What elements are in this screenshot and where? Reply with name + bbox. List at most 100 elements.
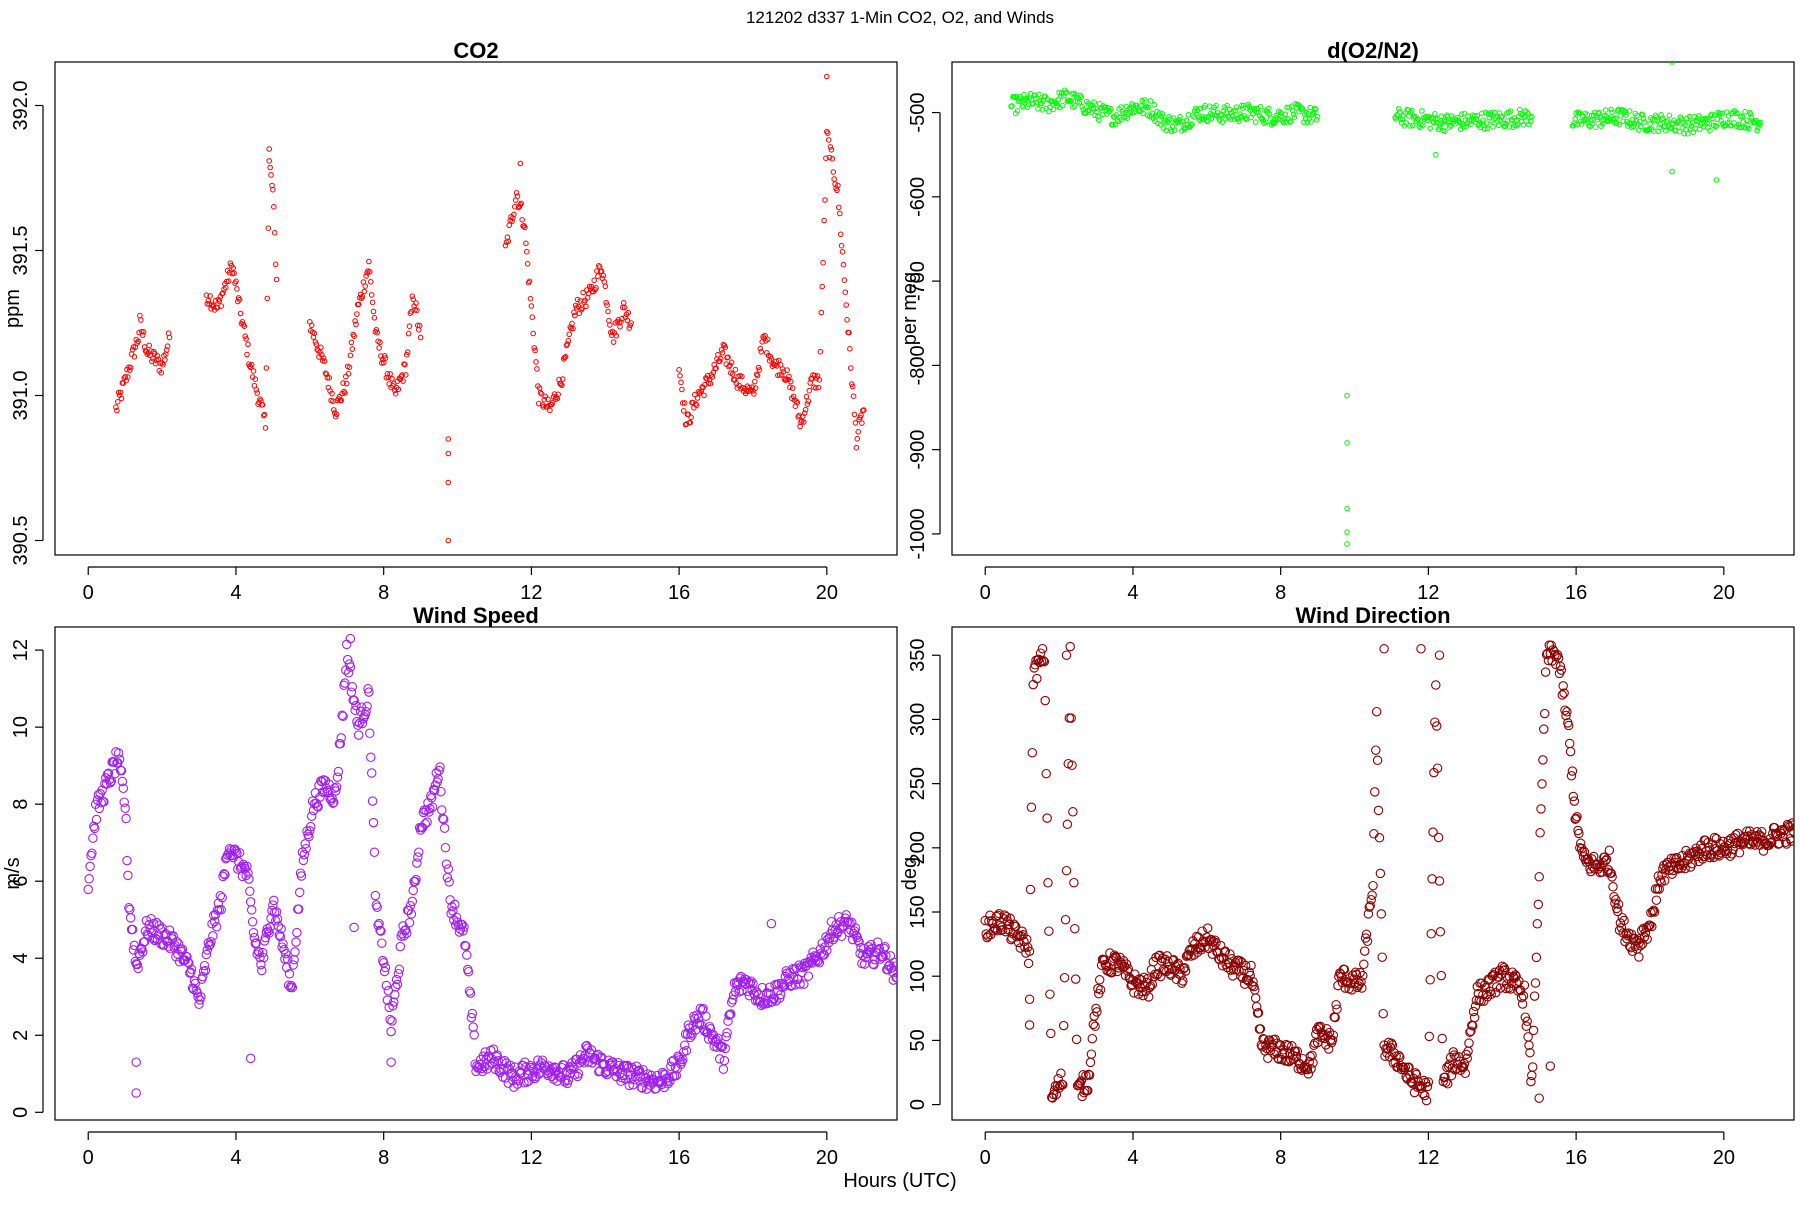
data-point bbox=[385, 1014, 395, 1025]
data-point bbox=[1459, 1058, 1470, 1069]
data-point bbox=[291, 937, 301, 947]
data-point bbox=[1180, 118, 1186, 125]
data-point bbox=[527, 295, 534, 302]
data-point bbox=[600, 1068, 611, 1078]
data-point bbox=[368, 292, 375, 298]
data-point bbox=[343, 380, 350, 387]
data-point bbox=[849, 381, 855, 387]
data-point bbox=[1017, 926, 1027, 937]
data-point bbox=[1606, 868, 1616, 879]
data-point bbox=[468, 1022, 478, 1032]
data-point bbox=[89, 823, 100, 834]
data-point bbox=[119, 797, 129, 807]
data-point bbox=[252, 376, 259, 383]
data-point bbox=[1676, 128, 1683, 135]
data-point bbox=[1493, 972, 1504, 983]
data-point bbox=[518, 200, 525, 207]
data-point bbox=[1092, 1007, 1102, 1017]
data-point bbox=[160, 361, 166, 368]
data-point bbox=[267, 164, 273, 171]
data-point bbox=[1063, 89, 1070, 96]
data-point bbox=[502, 242, 509, 249]
data-point bbox=[324, 375, 331, 381]
data-point bbox=[511, 211, 517, 218]
data-point bbox=[854, 937, 864, 947]
data-point bbox=[1258, 1033, 1268, 1044]
data-point bbox=[403, 372, 409, 378]
data-point bbox=[428, 785, 439, 795]
data-point bbox=[1566, 771, 1577, 781]
data-point bbox=[566, 331, 573, 338]
x-tick-label: 20 bbox=[816, 582, 838, 604]
y-axis-label: ppm bbox=[2, 289, 24, 328]
data-point bbox=[1748, 114, 1755, 121]
data-point bbox=[271, 230, 278, 236]
data-point bbox=[1076, 99, 1083, 106]
data-point bbox=[1088, 109, 1095, 116]
data-point bbox=[242, 861, 252, 872]
y-tick-label: -600 bbox=[907, 177, 929, 217]
data-point bbox=[1028, 679, 1038, 690]
data-point bbox=[526, 1062, 537, 1073]
data-point bbox=[1400, 1062, 1411, 1072]
plot-frame bbox=[54, 626, 898, 1121]
data-point bbox=[639, 1077, 649, 1088]
data-point bbox=[1312, 105, 1318, 112]
data-point bbox=[1365, 901, 1375, 911]
data-point bbox=[1693, 851, 1703, 862]
data-point bbox=[1491, 982, 1502, 992]
y-tick-label: 390.5 bbox=[10, 515, 32, 565]
data-point bbox=[571, 309, 577, 316]
data-point bbox=[755, 364, 762, 371]
data-point bbox=[1432, 763, 1443, 773]
panel-3: Wind Speed 0 4 8 12 16 20 0 2 4 6 8 10 12 m/s bbox=[2, 603, 898, 1169]
x-tick-label: 20 bbox=[816, 1147, 838, 1169]
data-point bbox=[387, 371, 393, 377]
data-point bbox=[1460, 124, 1467, 130]
data-point bbox=[479, 1061, 490, 1072]
data-point bbox=[1521, 113, 1528, 120]
data-point bbox=[1556, 665, 1567, 675]
data-point bbox=[851, 930, 862, 941]
data-point bbox=[1096, 960, 1107, 970]
data-point bbox=[1747, 111, 1754, 117]
data-point bbox=[1739, 113, 1746, 120]
data-point bbox=[328, 798, 338, 808]
data-point bbox=[288, 960, 298, 970]
data-point bbox=[1421, 1095, 1432, 1106]
data-point bbox=[1070, 923, 1080, 934]
data-point bbox=[353, 720, 363, 730]
data-point bbox=[245, 897, 256, 907]
data-point bbox=[1272, 120, 1278, 126]
data-point bbox=[253, 946, 263, 957]
data-point bbox=[758, 349, 765, 355]
data-point bbox=[263, 365, 270, 371]
data-point bbox=[1263, 1053, 1273, 1064]
data-point bbox=[1344, 440, 1350, 446]
data-point bbox=[1151, 102, 1157, 108]
data-point bbox=[1058, 93, 1064, 99]
data-point bbox=[216, 905, 226, 915]
data-point bbox=[1014, 108, 1021, 114]
data-point bbox=[219, 869, 229, 879]
data-point bbox=[410, 876, 420, 887]
data-point bbox=[114, 754, 125, 765]
plot-frame bbox=[54, 61, 898, 556]
data-point bbox=[127, 367, 133, 374]
data-point bbox=[241, 323, 248, 330]
data-point bbox=[306, 811, 317, 821]
data-point bbox=[1607, 116, 1614, 123]
data-point bbox=[353, 730, 364, 740]
data-point bbox=[1448, 113, 1455, 119]
y-tick-label: 300 bbox=[907, 703, 929, 736]
data-point bbox=[1013, 937, 1024, 948]
data-point bbox=[1653, 114, 1660, 121]
data-point bbox=[1607, 872, 1617, 882]
data-point bbox=[1426, 929, 1436, 939]
data-point bbox=[1600, 855, 1611, 866]
data-point bbox=[1085, 1057, 1096, 1068]
data-point bbox=[220, 290, 226, 296]
data-point bbox=[851, 411, 858, 418]
x-tick-label: 0 bbox=[83, 1147, 94, 1169]
data-point bbox=[719, 350, 726, 356]
